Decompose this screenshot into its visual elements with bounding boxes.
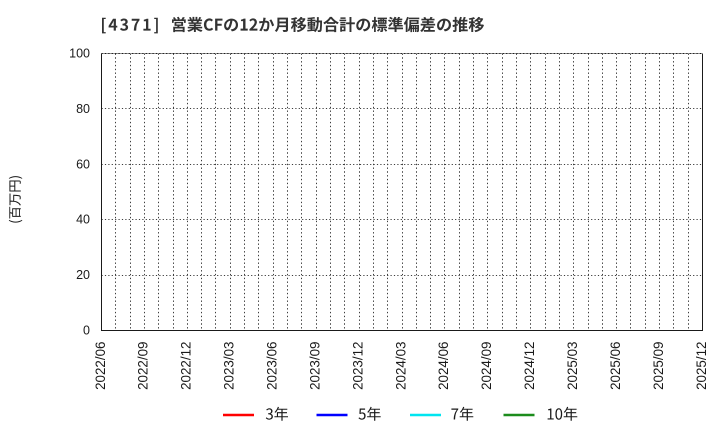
svg-text:100: 100 bbox=[69, 47, 90, 61]
svg-text:2023/09: 2023/09 bbox=[307, 342, 322, 390]
svg-text:60: 60 bbox=[76, 157, 90, 171]
svg-text:2022/12: 2022/12 bbox=[179, 342, 194, 390]
svg-text:2024/12: 2024/12 bbox=[522, 342, 537, 390]
svg-text:2025/09: 2025/09 bbox=[651, 342, 666, 390]
svg-text:2025/03: 2025/03 bbox=[565, 342, 580, 390]
svg-text:2024/09: 2024/09 bbox=[479, 342, 494, 390]
svg-text:2022/06: 2022/06 bbox=[93, 342, 108, 390]
svg-text:0: 0 bbox=[83, 324, 90, 338]
svg-text:2023/12: 2023/12 bbox=[350, 342, 365, 390]
svg-text:2022/09: 2022/09 bbox=[136, 342, 151, 390]
svg-text:80: 80 bbox=[76, 102, 90, 116]
svg-text:2024/06: 2024/06 bbox=[436, 342, 451, 390]
svg-text:2023/06: 2023/06 bbox=[265, 342, 280, 390]
svg-text:2025/06: 2025/06 bbox=[608, 342, 623, 390]
svg-text:2025/12: 2025/12 bbox=[694, 342, 709, 390]
svg-text:2024/03: 2024/03 bbox=[393, 342, 408, 390]
svg-text:20: 20 bbox=[76, 268, 90, 282]
svg-text:40: 40 bbox=[76, 213, 90, 227]
svg-text:2023/03: 2023/03 bbox=[222, 342, 237, 390]
